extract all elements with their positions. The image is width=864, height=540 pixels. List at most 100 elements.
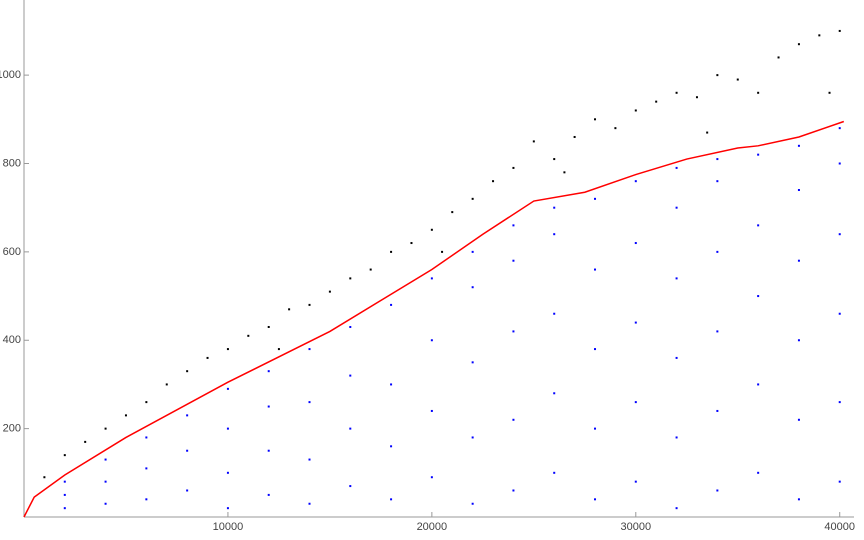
point xyxy=(594,348,597,351)
point xyxy=(797,43,800,46)
x-tick-label: 10000 xyxy=(213,521,244,533)
point xyxy=(634,242,637,245)
point xyxy=(186,489,189,492)
point xyxy=(594,427,597,430)
point xyxy=(675,166,678,169)
point xyxy=(186,414,189,417)
point xyxy=(797,339,800,342)
point xyxy=(430,228,433,231)
point xyxy=(757,295,760,298)
point xyxy=(634,109,637,112)
point xyxy=(736,78,739,81)
point xyxy=(553,312,556,315)
point xyxy=(349,374,352,377)
point xyxy=(797,144,800,147)
point xyxy=(797,189,800,192)
point xyxy=(328,290,331,293)
point xyxy=(706,131,709,134)
point xyxy=(614,127,617,130)
point xyxy=(145,401,148,404)
point xyxy=(634,180,637,183)
point xyxy=(349,427,352,430)
point xyxy=(634,401,637,404)
point xyxy=(288,308,291,311)
point xyxy=(267,405,270,408)
point xyxy=(838,312,841,315)
point xyxy=(165,383,168,386)
line xyxy=(23,120,845,518)
point xyxy=(492,180,495,183)
y-tick-label: 1000 xyxy=(0,69,21,81)
point xyxy=(757,91,760,94)
point xyxy=(308,401,311,404)
point xyxy=(186,370,189,373)
point xyxy=(145,436,148,439)
point xyxy=(63,480,66,483)
x-tick-label: 40000 xyxy=(824,521,855,533)
point xyxy=(226,507,229,510)
point xyxy=(716,158,719,161)
y-tick-label: 600 xyxy=(3,246,21,258)
point xyxy=(838,162,841,165)
point xyxy=(553,471,556,474)
point xyxy=(471,502,474,505)
point xyxy=(471,286,474,289)
point xyxy=(675,507,678,510)
point xyxy=(675,436,678,439)
point xyxy=(410,242,413,245)
point xyxy=(267,449,270,452)
point xyxy=(757,224,760,227)
x-tick-label: 30000 xyxy=(620,521,651,533)
point xyxy=(675,206,678,209)
point xyxy=(675,277,678,280)
point xyxy=(716,74,719,77)
point xyxy=(186,449,189,452)
point xyxy=(451,211,454,214)
point xyxy=(594,197,597,200)
point xyxy=(226,387,229,390)
point xyxy=(247,334,250,337)
point xyxy=(594,268,597,271)
point xyxy=(716,489,719,492)
point xyxy=(512,224,515,227)
point xyxy=(512,418,515,421)
point xyxy=(695,96,698,99)
point xyxy=(63,454,66,457)
point xyxy=(471,250,474,253)
point xyxy=(563,171,566,174)
point xyxy=(838,127,841,130)
point xyxy=(757,153,760,156)
point xyxy=(797,418,800,421)
point xyxy=(838,480,841,483)
point xyxy=(84,440,87,443)
point xyxy=(124,414,127,417)
point xyxy=(716,330,719,333)
point xyxy=(104,480,107,483)
point xyxy=(828,91,831,94)
point xyxy=(512,489,515,492)
point xyxy=(553,158,556,161)
point xyxy=(757,383,760,386)
point xyxy=(471,361,474,364)
point xyxy=(838,233,841,236)
point xyxy=(553,233,556,236)
point xyxy=(430,476,433,479)
y-tick-label: 800 xyxy=(3,157,21,169)
point xyxy=(226,427,229,430)
point xyxy=(553,206,556,209)
point xyxy=(63,507,66,510)
point xyxy=(594,498,597,501)
point xyxy=(267,493,270,496)
x-tick-label: 20000 xyxy=(417,521,448,533)
point xyxy=(145,498,148,501)
point xyxy=(308,502,311,505)
point xyxy=(757,471,760,474)
point xyxy=(430,409,433,412)
point xyxy=(471,436,474,439)
point xyxy=(369,268,372,271)
point xyxy=(818,34,821,37)
point xyxy=(471,197,474,200)
point xyxy=(267,370,270,373)
point xyxy=(104,502,107,505)
point xyxy=(838,401,841,404)
